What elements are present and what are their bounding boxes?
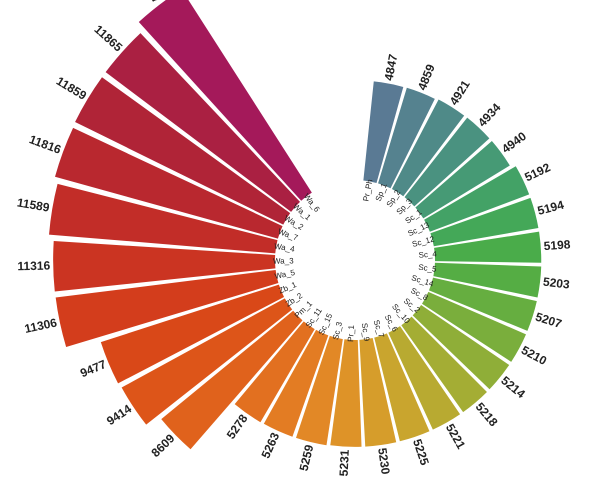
bar: [404, 117, 490, 207]
category-label: Sc_12: [411, 234, 436, 249]
bar: [49, 183, 278, 254]
value-label: 5278: [224, 411, 251, 441]
bar: [263, 329, 329, 437]
category-label: Sc_5: [418, 263, 438, 274]
category-label: Pr_Ph: [361, 179, 374, 203]
category-label: Wa_4: [273, 242, 295, 254]
bar: [374, 333, 430, 442]
value-label: 5263: [258, 430, 282, 460]
bar: [433, 262, 542, 298]
value-label: 11865: [91, 22, 125, 54]
category-label: Pr_1: [346, 324, 356, 342]
value-label: 4921: [447, 77, 473, 107]
bar: [388, 326, 461, 430]
value-label: 5214: [498, 373, 528, 401]
bar: [330, 339, 362, 447]
value-label: 9414: [104, 402, 134, 429]
value-label: 11316: [17, 259, 50, 274]
bar: [234, 321, 315, 423]
value-label: 8609: [149, 431, 178, 460]
value-label: 5203: [542, 275, 570, 292]
category-label: Wa_5: [274, 268, 297, 281]
category-label: Wa_3: [273, 256, 294, 265]
bar: [401, 316, 487, 413]
bar: [428, 277, 537, 331]
category-label: Sc_9: [360, 322, 372, 342]
value-label: 4859: [415, 62, 438, 92]
value-label: 4934: [475, 100, 504, 129]
bar: [105, 33, 301, 212]
bar: [296, 335, 343, 446]
bar: [359, 338, 397, 447]
bar: [378, 87, 435, 189]
value-label: 5194: [536, 198, 566, 218]
bar: [100, 284, 285, 384]
bar: [422, 291, 527, 362]
bar: [55, 269, 279, 347]
value-label: 5230: [375, 447, 393, 476]
value-label: 5198: [543, 237, 571, 253]
category-label: Sc_3: [331, 320, 344, 340]
value-label: 5221: [443, 421, 468, 451]
value-label: 11306: [23, 315, 58, 336]
bar: [53, 241, 276, 292]
bar: [138, 0, 312, 201]
value-label: 5218: [473, 400, 501, 430]
value-label: 11816: [27, 132, 63, 157]
bar: [430, 197, 539, 247]
value-label: 5231: [337, 449, 352, 477]
value-label: 5192: [522, 160, 552, 184]
bar: [412, 305, 510, 390]
bar: [415, 141, 510, 219]
value-label: 11859: [54, 74, 90, 103]
bar: [75, 77, 291, 225]
bar: [55, 127, 283, 239]
value-label: 5225: [410, 437, 432, 467]
value-label: 11589: [16, 195, 51, 214]
value-label: 9477: [78, 357, 108, 380]
bar: [391, 99, 465, 197]
bar: [434, 231, 542, 263]
bar: [161, 310, 303, 450]
value-label: 5210: [519, 343, 549, 368]
value-label: 4847: [382, 53, 401, 82]
category-label: Sc_4: [418, 249, 437, 259]
value-label: 5259: [297, 443, 317, 473]
bar: [424, 166, 530, 232]
category-label: Sc_7: [372, 319, 387, 340]
bar: [121, 298, 293, 425]
value-label: 5207: [534, 310, 564, 331]
value-label: 4940: [499, 129, 529, 156]
bar: [363, 81, 404, 183]
